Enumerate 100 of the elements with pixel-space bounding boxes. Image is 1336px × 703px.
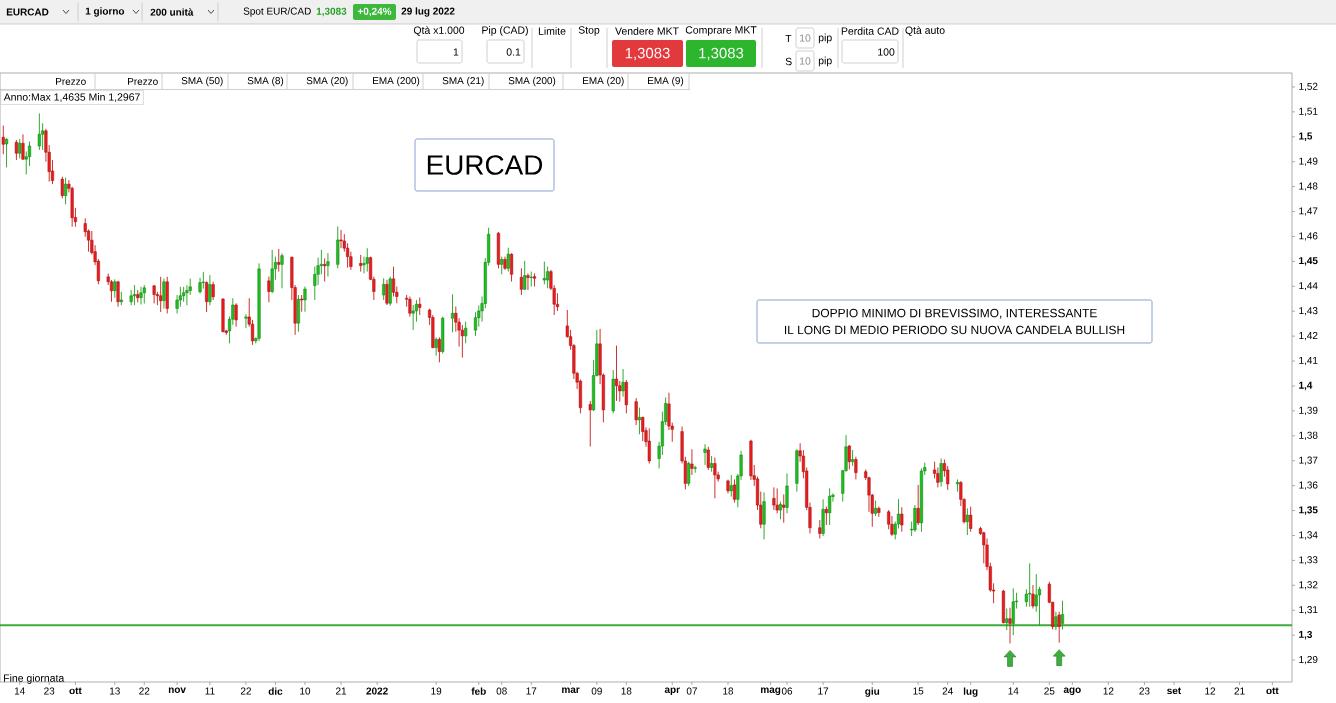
text: 29 lug 2022 xyxy=(401,7,455,17)
y-tick-label: 1,51 xyxy=(1299,107,1318,116)
annotation: EMA (200) xyxy=(373,76,420,87)
candlestick xyxy=(37,112,41,151)
candlestick xyxy=(162,278,166,309)
candlestick xyxy=(408,296,412,318)
annotation: IL LONG DI MEDIO PERIODO SU NUOVA CANDELA BULLISH xyxy=(785,325,1125,335)
x-tick-label: ott xyxy=(69,687,82,695)
y-tick-label: 1,32 xyxy=(1299,581,1318,590)
text: Qtà auto xyxy=(905,26,945,36)
candlestick xyxy=(818,519,822,539)
y-tick-label: 1,43 xyxy=(1299,307,1318,316)
y-tick-label: 1,4 xyxy=(1299,381,1313,391)
text: Vendere MKT xyxy=(615,27,679,35)
y-tick-label: 1,38 xyxy=(1299,431,1318,440)
candlestick xyxy=(621,368,625,398)
candlestick xyxy=(60,176,64,199)
text: EURCAD xyxy=(6,8,49,16)
candlestick xyxy=(532,272,537,287)
candlestick xyxy=(706,446,710,471)
candlestick xyxy=(732,478,737,504)
y-tick-label: 1,33 xyxy=(1299,556,1318,565)
x-tick-label: 17 xyxy=(526,687,537,695)
candlestick xyxy=(854,456,858,480)
candlestick xyxy=(64,177,68,205)
y-tick-label: 1,48 xyxy=(1299,182,1318,191)
x-tick-label: 14 xyxy=(14,687,25,695)
x-tick-label: 18 xyxy=(723,687,734,695)
candlestick xyxy=(526,272,530,291)
x-tick-label: ott xyxy=(1266,687,1279,695)
y-tick-label: 1,39 xyxy=(1299,406,1318,416)
candlestick xyxy=(159,276,163,313)
candlestick xyxy=(824,506,828,526)
candlestick xyxy=(208,274,212,306)
candlestick xyxy=(523,260,527,291)
candlestick xyxy=(14,139,18,161)
candlestick xyxy=(647,427,651,464)
y-tick-label: 1,35 xyxy=(1299,506,1318,515)
candlestick xyxy=(303,286,307,313)
x-tick-label: 10 xyxy=(300,687,311,695)
candlestick xyxy=(142,284,146,304)
x-tick-label: 18 xyxy=(621,687,632,695)
y-tick-label: 1,52 xyxy=(1299,82,1318,92)
text: 10 xyxy=(799,34,811,42)
candlestick xyxy=(359,254,363,273)
candlestick xyxy=(323,257,327,283)
text: S xyxy=(785,57,792,66)
candlestick xyxy=(916,484,920,526)
annotation: SMA (8) xyxy=(247,76,284,87)
candlestick xyxy=(762,491,766,540)
candlestick xyxy=(687,461,691,487)
candlestick xyxy=(847,444,851,470)
x-tick-label: mag xyxy=(761,687,781,695)
candlestick xyxy=(296,294,300,333)
candlestick xyxy=(277,248,281,273)
candlestick xyxy=(1028,562,1032,608)
candlestick xyxy=(1005,608,1009,631)
x-tick-label: 08 xyxy=(496,687,507,695)
text: pip xyxy=(818,56,832,67)
candlestick xyxy=(365,247,369,273)
annotation: EMA (9) xyxy=(648,76,684,87)
text: Stop xyxy=(578,26,600,36)
text: 1,3083 xyxy=(316,7,347,17)
x-tick-label: 21 xyxy=(1234,687,1245,695)
annotation: Prezzo xyxy=(128,78,158,85)
candlestick xyxy=(637,407,642,435)
y-tick-label: 1,47 xyxy=(1299,207,1318,216)
annotation: SMA (200) xyxy=(508,76,556,87)
candlestick xyxy=(955,478,960,493)
candlestick xyxy=(1011,587,1015,636)
x-tick-label: 06 xyxy=(781,687,793,695)
annotation: SMA (20) xyxy=(306,76,348,87)
text: Qtà x1.000 xyxy=(413,26,465,36)
y-tick-label: 1,44 xyxy=(1299,282,1318,291)
candlestick xyxy=(1054,611,1058,631)
y-tick-label: 1,49 xyxy=(1299,157,1318,166)
candlestick xyxy=(326,252,330,278)
annotation: SMA (21) xyxy=(442,76,484,87)
x-tick-label: apr xyxy=(664,687,680,695)
x-tick-label: 25 xyxy=(1044,687,1055,695)
y-tick-label: 1,3 xyxy=(1299,630,1313,640)
candlestick xyxy=(965,507,969,536)
candlestick xyxy=(280,252,284,289)
x-tick-label: 22 xyxy=(240,687,251,695)
annotation: Fine giornata xyxy=(4,674,65,684)
x-tick-label: 17 xyxy=(818,687,829,695)
candlestick xyxy=(1,125,5,155)
y-tick-label: 1,31 xyxy=(1299,606,1318,615)
text: T xyxy=(785,34,792,43)
candlestick xyxy=(450,293,455,333)
x-tick-label: 14 xyxy=(1008,687,1019,695)
x-tick-label: feb xyxy=(471,687,486,695)
x-tick-label: giu xyxy=(865,687,880,697)
x-tick-label: 19 xyxy=(431,687,442,695)
x-tick-label: 21 xyxy=(336,687,347,695)
text: +0,24% xyxy=(357,7,392,17)
candlestick xyxy=(339,229,343,249)
candlestick xyxy=(634,397,638,426)
x-tick-label: set xyxy=(1167,687,1182,695)
text: Perdita CAD xyxy=(841,27,899,35)
